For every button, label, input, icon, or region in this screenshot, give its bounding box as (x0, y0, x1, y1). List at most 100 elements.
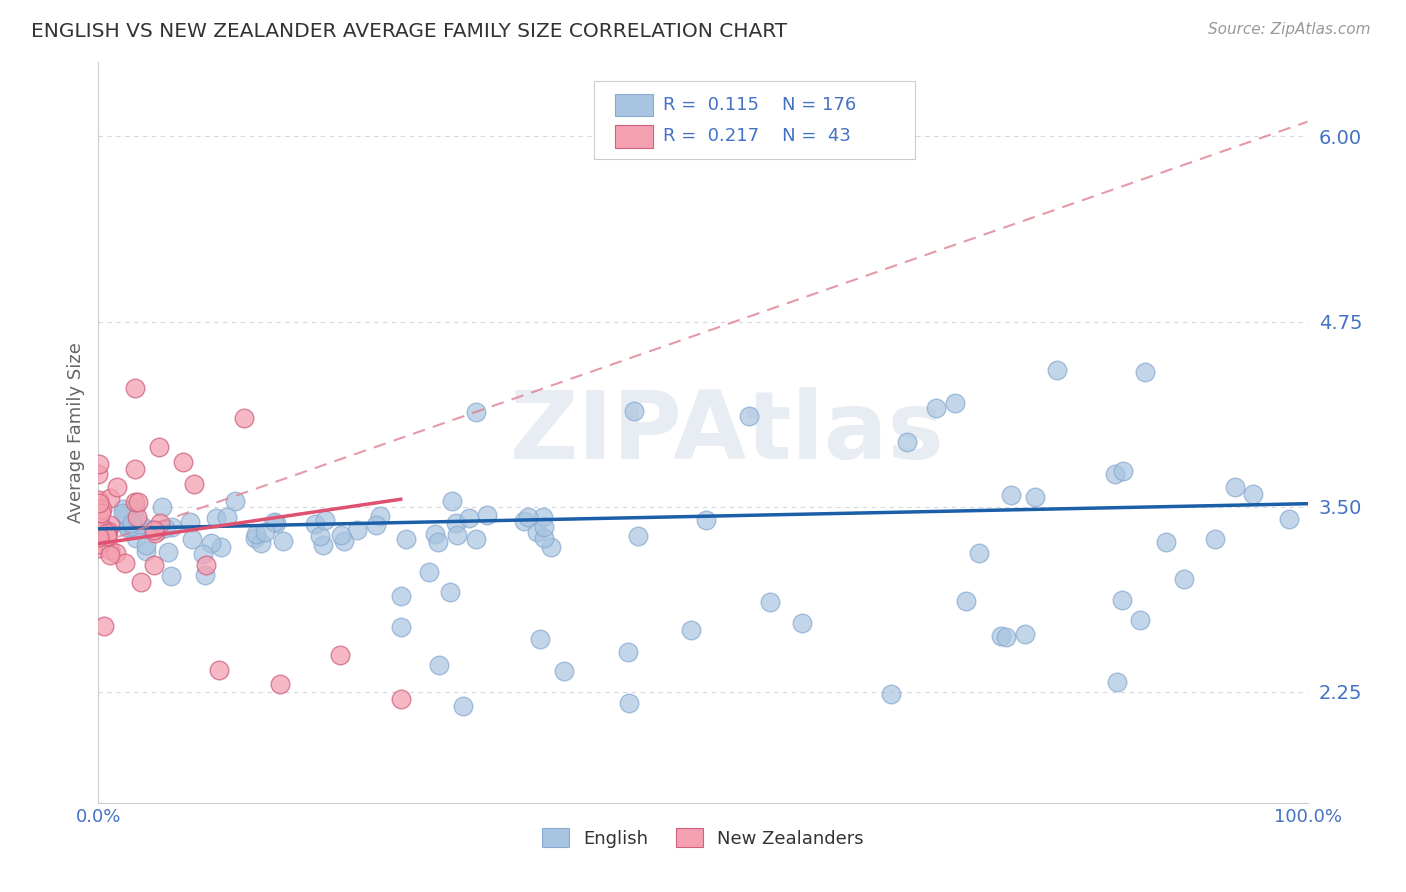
Point (194, 568, 217, 582)
Point (627, 529, 650, 543)
Point (446, 528, 468, 542)
Point (429, 657, 451, 672)
Point (332, 533, 354, 548)
Point (96, 530, 118, 544)
Point (464, 405, 486, 419)
Point (679, 623, 702, 637)
Point (943, 396, 966, 410)
Point (217, 510, 239, 524)
Point (389, 692, 412, 706)
Point (1278, 512, 1301, 526)
Point (925, 401, 948, 416)
Point (179, 516, 201, 530)
Point (160, 519, 183, 533)
Point (990, 629, 1012, 643)
Point (880, 687, 903, 701)
Point (529, 632, 551, 646)
Point (129, 516, 152, 531)
Point (465, 532, 488, 546)
Point (142, 523, 165, 537)
Point (533, 531, 555, 545)
Point (418, 565, 440, 579)
Point (304, 516, 326, 531)
Point (224, 493, 246, 508)
Point (792, 615, 814, 630)
Point (1173, 572, 1195, 586)
Point (1154, 535, 1177, 549)
Point (87, 530, 110, 544)
Point (271, 533, 294, 548)
Point (87, 541, 110, 555)
Point (540, 540, 562, 554)
Point (208, 663, 231, 677)
Point (243, 531, 266, 545)
Point (195, 558, 218, 573)
Point (148, 441, 170, 455)
Point (148, 523, 170, 537)
Point (129, 574, 152, 589)
Point (159, 569, 181, 583)
Point (104, 546, 127, 560)
Point (183, 476, 205, 491)
Point (87, 524, 110, 538)
Point (156, 544, 179, 558)
Point (517, 510, 540, 524)
Text: R =  0.115    N = 176: R = 0.115 N = 176 (664, 95, 856, 113)
Point (142, 558, 165, 572)
Point (1133, 366, 1156, 380)
Point (112, 502, 135, 516)
Point (250, 536, 273, 550)
Point (1204, 532, 1226, 546)
Point (269, 677, 291, 691)
Legend: English, New Zealanders: English, New Zealanders (533, 819, 873, 856)
Point (617, 697, 640, 711)
Point (149, 516, 172, 531)
Point (98, 542, 121, 557)
Point (211, 541, 233, 555)
Point (1104, 467, 1126, 481)
Point (526, 524, 548, 539)
Point (105, 480, 128, 494)
Point (245, 527, 267, 541)
Point (394, 532, 416, 546)
Point (117, 520, 139, 534)
Point (1024, 491, 1046, 505)
Point (330, 528, 353, 542)
Point (127, 509, 149, 524)
Point (616, 645, 638, 659)
Point (121, 519, 143, 533)
Point (205, 510, 228, 524)
Point (117, 521, 139, 535)
Point (87, 496, 110, 510)
Point (1014, 627, 1036, 641)
Point (263, 515, 285, 529)
Point (87, 458, 110, 472)
Point (368, 508, 391, 523)
Point (127, 495, 149, 509)
Point (1111, 592, 1133, 607)
Point (125, 521, 148, 535)
Point (87, 537, 110, 551)
Point (346, 523, 368, 537)
Point (96, 526, 118, 541)
Point (896, 435, 918, 450)
Point (98, 549, 121, 563)
Point (1223, 481, 1246, 495)
Point (531, 510, 554, 524)
Point (143, 526, 166, 541)
Point (695, 514, 717, 528)
Point (444, 516, 467, 530)
Y-axis label: Average Family Size: Average Family Size (66, 343, 84, 523)
Point (533, 520, 555, 534)
Point (475, 508, 498, 523)
Point (1046, 363, 1069, 377)
Point (124, 462, 146, 476)
Point (232, 410, 254, 425)
Point (553, 665, 575, 679)
Point (312, 538, 335, 552)
Text: ZIPAtlas: ZIPAtlas (510, 386, 945, 479)
Point (329, 648, 352, 662)
Point (994, 630, 1017, 644)
Point (124, 381, 146, 395)
Point (98, 518, 121, 533)
